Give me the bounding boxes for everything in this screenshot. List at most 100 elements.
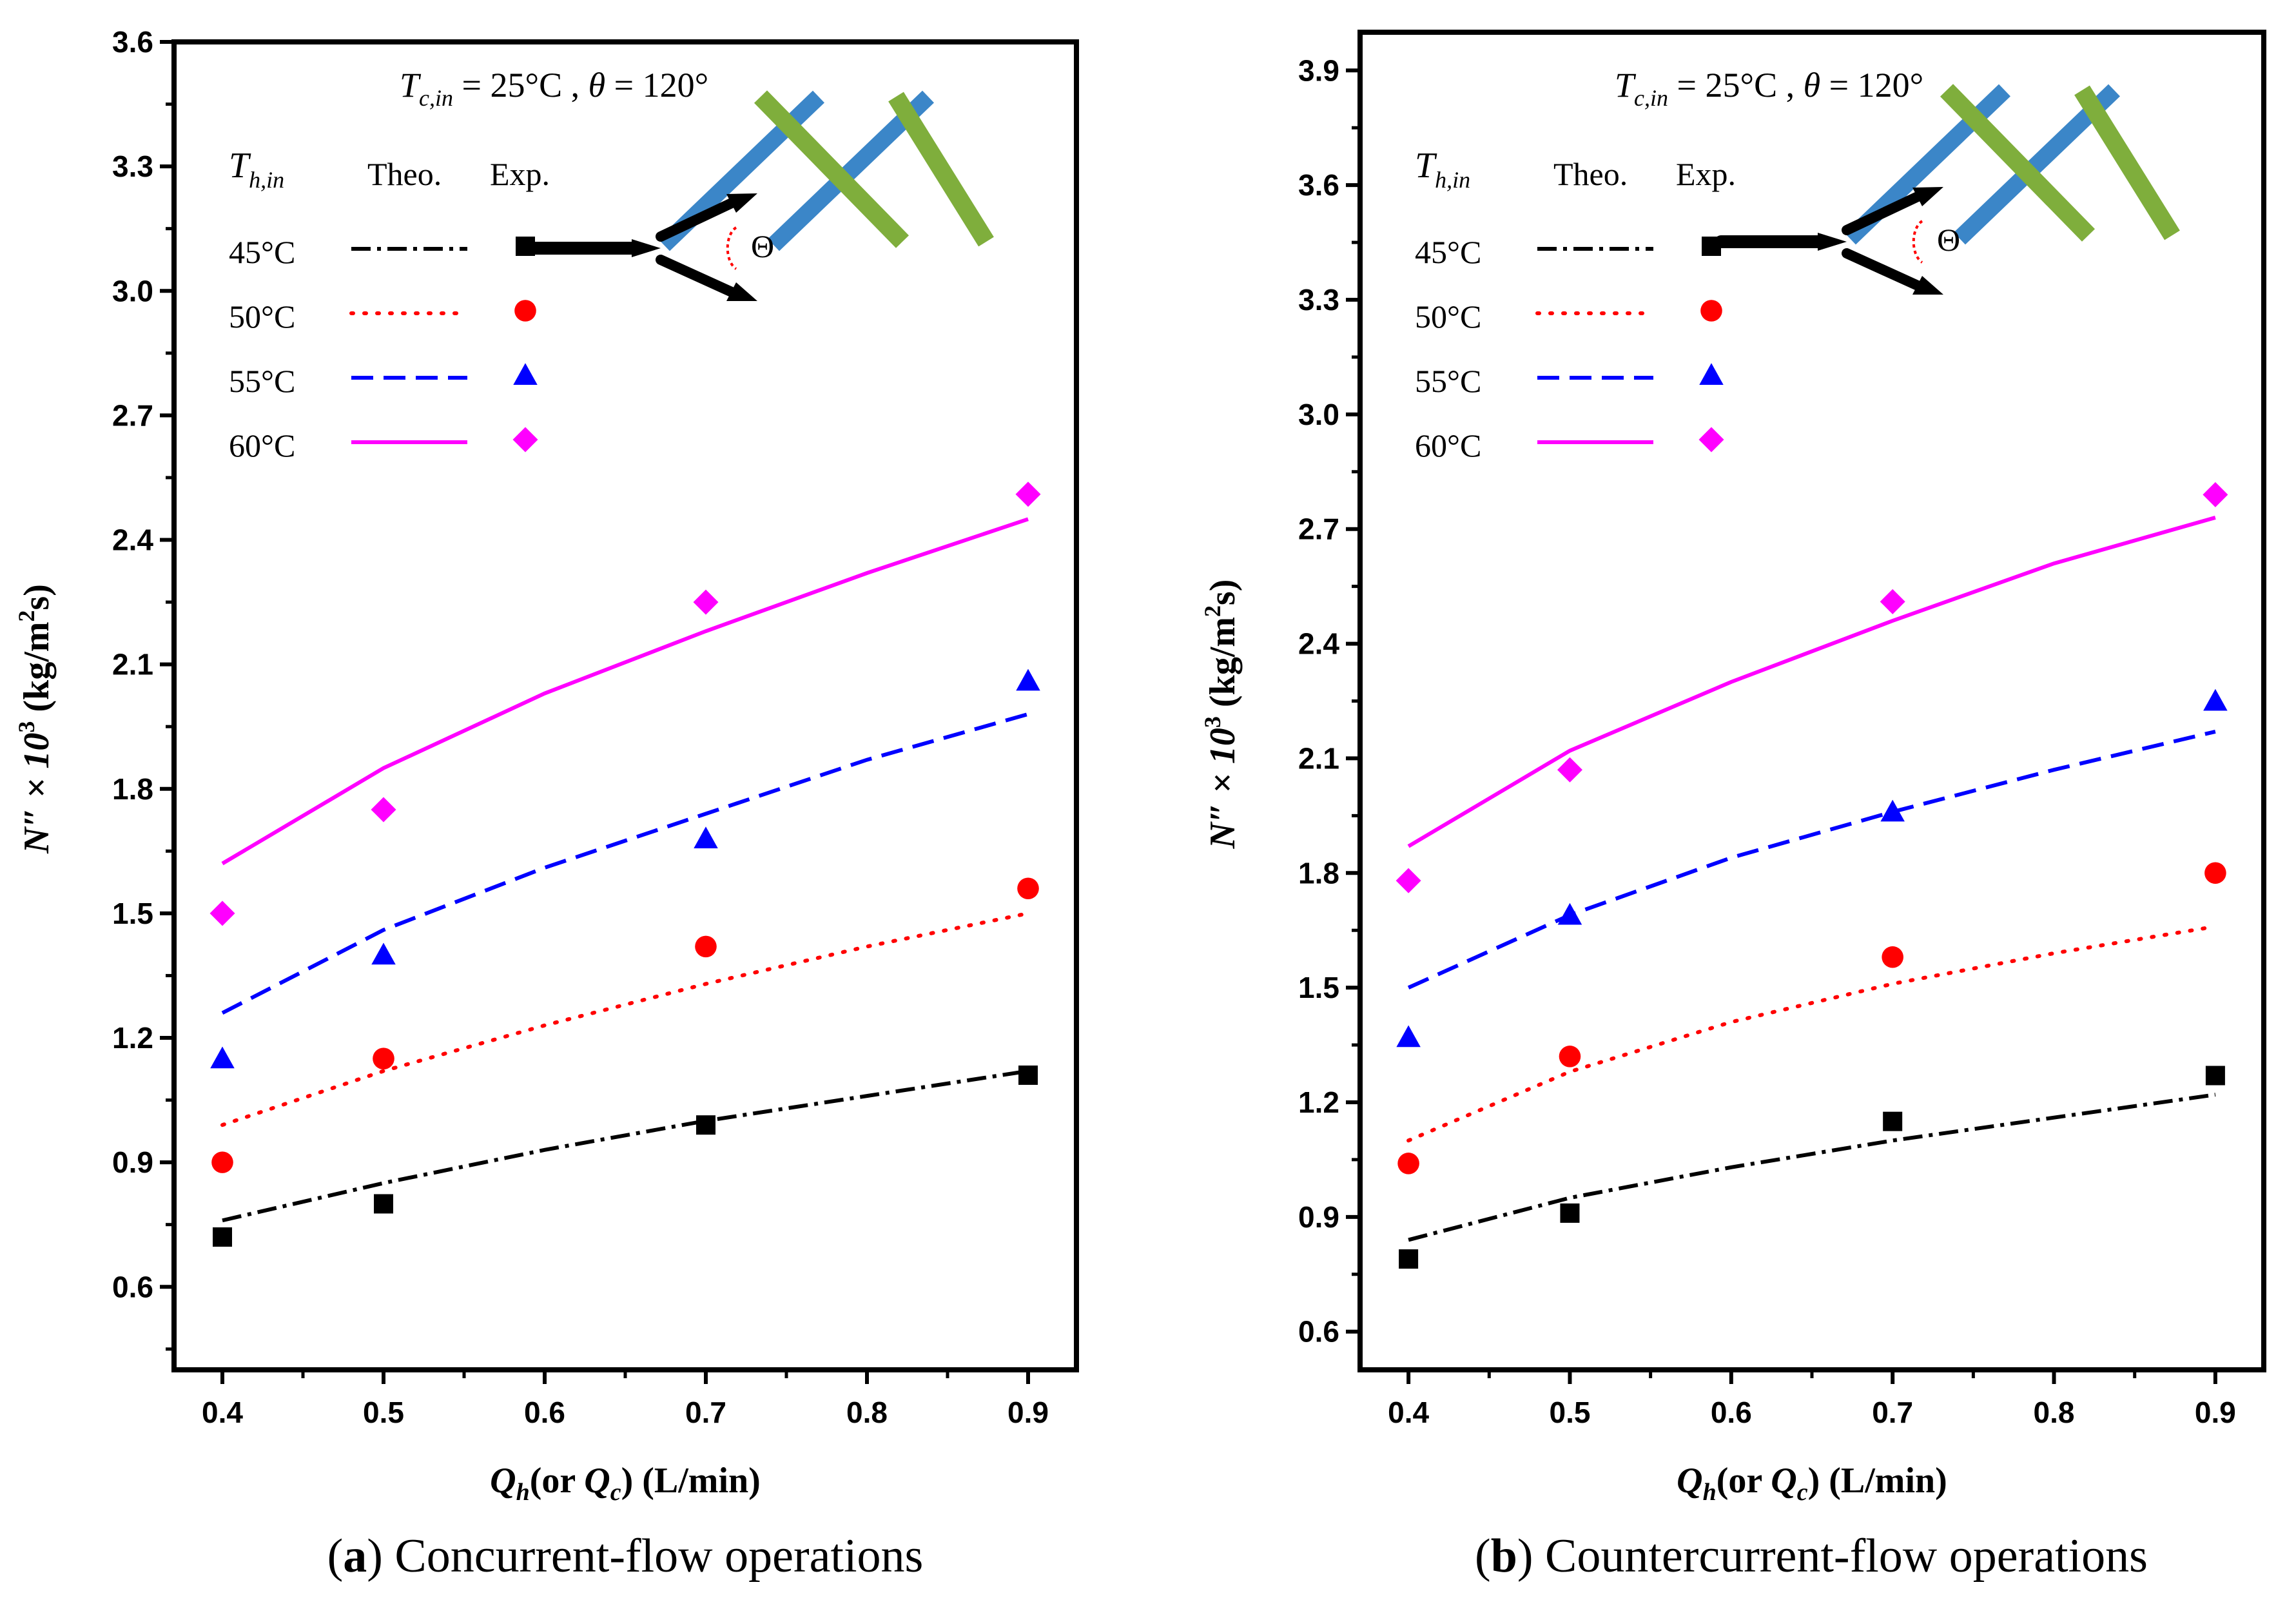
fiber-green [754,90,910,248]
x-tick-label: 0.6 [524,1396,565,1429]
exp-point-50 [695,935,717,958]
text-span: N″ × 10 [17,733,57,854]
legend-label: 50°C [229,298,295,335]
exp-point-45 [1018,1065,1038,1085]
y-tick-label: 1.5 [1298,971,1339,1004]
series-60 [1396,482,2228,893]
y-tick-label: 1.2 [1298,1086,1339,1119]
x-tick-label: 0.7 [685,1396,726,1429]
legend-label: 55°C [1415,363,1481,399]
text-span: h [516,1479,530,1506]
text-span: (or [530,1461,585,1501]
y-tick-label: 3.3 [112,150,153,183]
x-tick-label: 0.9 [2195,1396,2236,1429]
exp-point-55 [371,942,396,965]
exp-point-55 [1016,668,1040,691]
text-span: a [343,1530,367,1583]
text-span: T [1615,66,1637,104]
y-tick-label: 3.9 [1298,54,1339,87]
condition-label: Tc,in = 25°C , θ = 120° [400,66,708,111]
exp-point-55 [2203,688,2228,711]
exp-point-45 [1399,1249,1419,1269]
y-tick-label: 1.8 [112,772,153,806]
x-tick-label: 0.6 [1711,1396,1752,1429]
spacer [1821,158,1824,242]
legend-label: 45°C [1415,234,1481,270]
legend-marker [1699,363,1724,385]
series-55 [1396,688,2228,1048]
y-tick-label: 2.4 [1298,627,1339,661]
text-span: Q [584,1461,610,1501]
text-span: ( [1475,1530,1491,1583]
panel-caption: (a) Concurrent-flow operations [327,1530,924,1583]
legend-label: 60°C [1415,427,1481,463]
y-tick-label: 1.5 [112,897,153,930]
theo-line-55 [1407,730,2216,989]
fiber-inset: Θ [529,90,994,301]
exp-point-50 [1017,877,1039,900]
text-span: ( [327,1530,344,1583]
flow-arrow-head [1818,233,1847,251]
x-axis-title: Qh(or Qc) (L/min) [490,1461,761,1506]
legend-marker [1698,427,1724,453]
y-axis-title: N″ × 103 (kg/m2s) [14,584,57,854]
exp-point-60 [1557,757,1582,783]
text-span: h,in [249,167,284,193]
text-span: b [1491,1530,1517,1583]
text-span: Q [1771,1461,1796,1501]
legend-theo-header: Theo. [1553,156,1628,192]
theo-line-60 [1407,516,2216,848]
y-tick-label: 0.6 [1298,1315,1339,1349]
y-axis-title: N″ × 103 (kg/m2s) [1200,580,1243,850]
text-span: h,in [1435,167,1470,193]
angle-arc [726,226,737,270]
legend-marker [514,300,536,322]
y-tick-label: 3.0 [112,274,153,307]
series-60 [209,482,1041,926]
panel-caption: (b) Countercurrent-flow operations [1475,1530,2148,1583]
legend-label: 55°C [229,363,295,399]
series-45 [213,1065,1038,1247]
theta-label: Θ [751,228,774,264]
exp-point-45 [696,1115,715,1135]
legend-header: Th,in [1415,146,1470,193]
fiber-green [888,92,994,247]
flow-arrow-up [1842,191,1923,235]
exp-point-55 [1880,799,1905,822]
y-tick-label: 3.0 [1298,398,1339,431]
theo-line-45 [1408,1093,2216,1242]
series-50 [211,877,1039,1173]
x-tick-label: 0.5 [1549,1396,1590,1429]
flow-arrow-up-head [726,193,757,213]
text-span: 3 [14,721,39,733]
series-45 [1399,1066,2225,1269]
x-tick-label: 0.4 [1388,1396,1429,1429]
text-span: c,in [1634,85,1668,111]
legend: Th,in Theo. Exp. 45°C 50°C 55°C 60°C [229,146,550,463]
exp-point-50 [1397,1153,1419,1175]
legend-exp-header: Exp. [1676,156,1736,192]
text-span: = 120° [1820,66,1923,104]
x-tick-label: 0.9 [1007,1396,1049,1429]
legend-label: 50°C [1415,298,1481,335]
legend-theo-header: Theo. [367,156,442,192]
fiber-green [1940,84,2096,242]
exp-point-60 [1015,482,1041,507]
text-span: ) (L/min) [621,1461,761,1501]
legend-exp-header: Exp. [490,156,550,192]
legend-header: Th,in [229,146,284,193]
x-tick-label: 0.4 [202,1396,243,1429]
series-50 [1397,862,2226,1175]
text-span: Q [1677,1461,1702,1501]
condition-label: Tc,in = 25°C , θ = 120° [1615,66,1923,111]
legend-marker [512,427,538,453]
fiber-green [2074,85,2180,240]
text-span: (kg/m [17,622,57,721]
legend-marker [513,363,538,385]
exp-point-60 [693,589,719,615]
exp-point-45 [2205,1066,2225,1086]
exp-point-60 [1396,868,1421,893]
x-axis-title: Qh(or Qc) (L/min) [1677,1461,1947,1506]
flow-arrow-down [656,255,737,297]
theo-line-50 [220,911,1030,1127]
